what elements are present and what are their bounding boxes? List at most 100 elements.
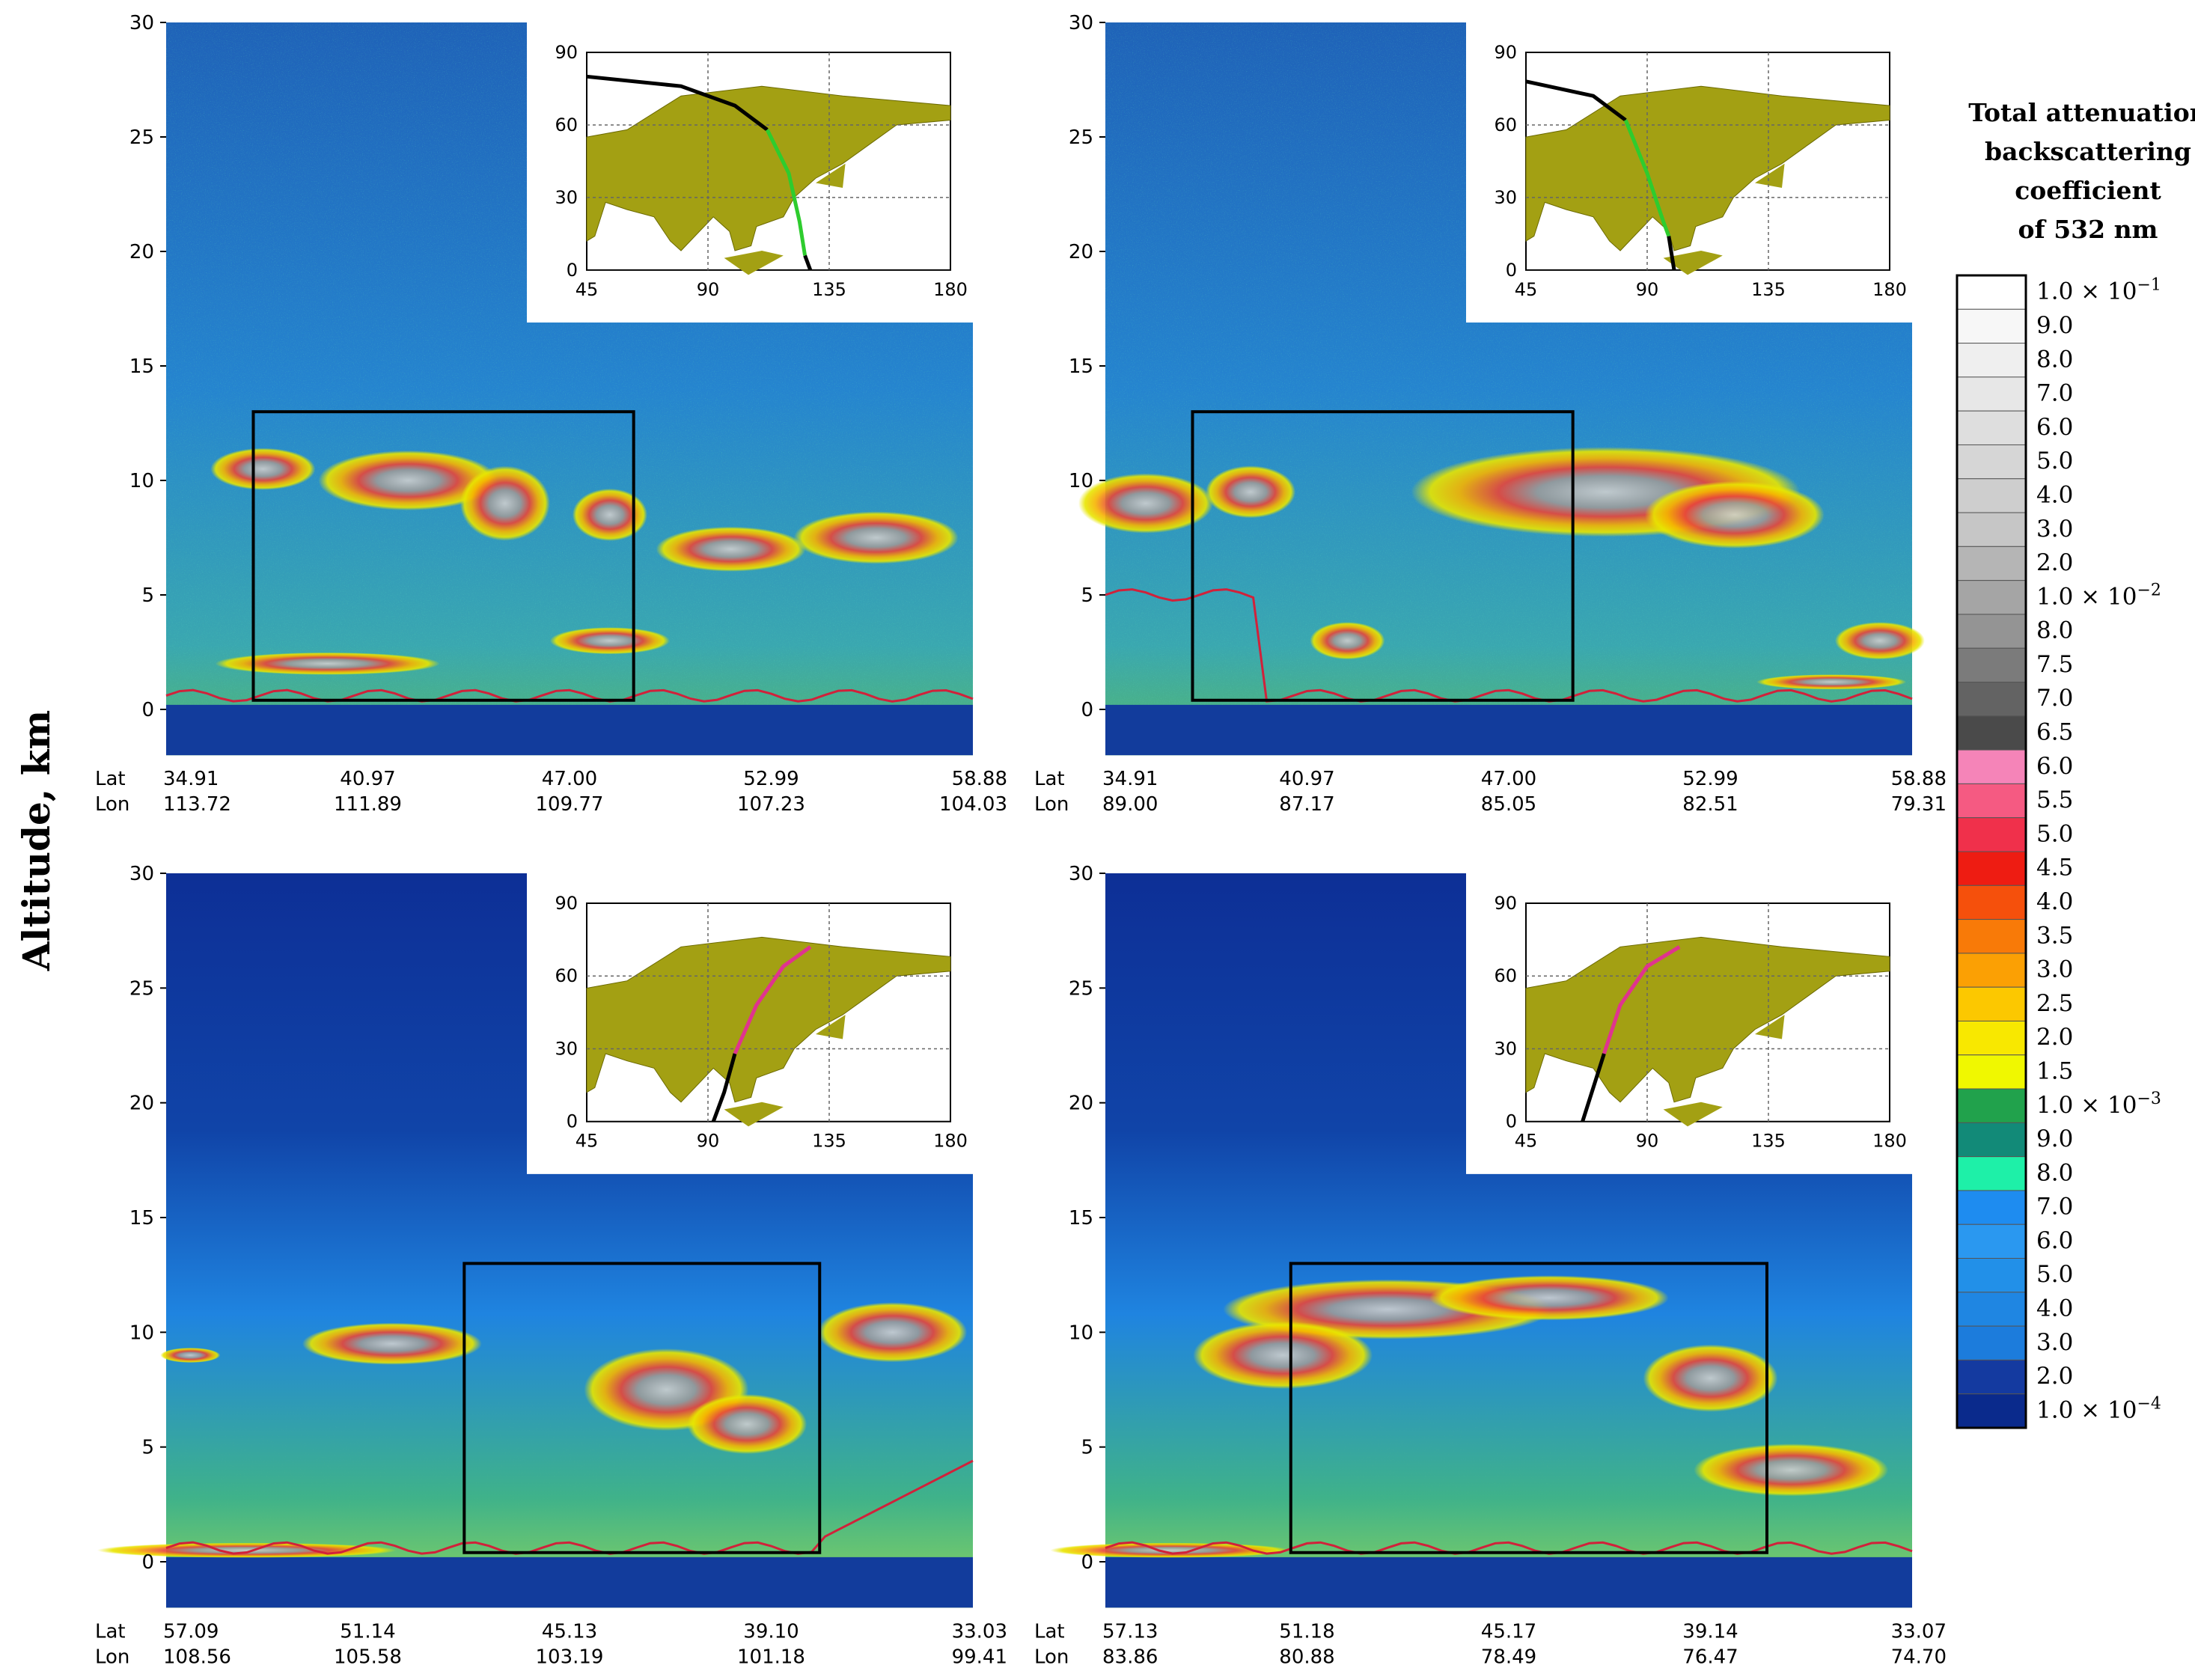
colorbar-level-value: 7.0 [2036, 685, 2073, 712]
panel-bottom-left: 0 5 10 15 20 25 30 Lat Lon 57.09 108.56 51.14 105.58… [95, 863, 1007, 1668]
colorbar-level-label: 5.0 [2036, 1261, 2073, 1288]
satellite-track [1623, 119, 1671, 237]
lon-tick-label: 85.05 [1481, 793, 1536, 816]
surface-line [165, 1459, 974, 1555]
colorbar-level-value: 5.0 [2036, 448, 2073, 474]
inset-x-tick-label: 90 [697, 279, 720, 300]
colorbar-swatch [1956, 376, 2027, 412]
lat-tick-label: 33.07 [1891, 1620, 1947, 1643]
colorbar-level-value: 2.5 [2036, 990, 2073, 1017]
colorbar-level-value: 6.0 [2036, 753, 2073, 780]
indonesia-islands [724, 1102, 784, 1127]
lon-tick-label: 79.31 [1891, 793, 1947, 816]
colorbar-swatch [1956, 682, 2027, 717]
colorbar-swatch [1956, 851, 2027, 886]
colorbar-level-value: 5.0 [2036, 820, 2073, 847]
lat-tick-label: 47.00 [542, 768, 597, 790]
panel-bottom-right: 0 5 10 15 20 25 30 Lat Lon 57.13 83.86 51.18 80.88 45… [1034, 863, 1947, 1668]
colorbar-swatch [1956, 1020, 2027, 1056]
cloud-feature [1643, 1344, 1778, 1412]
satellite-track [803, 254, 813, 271]
colorbar-level-label: 6.0 [2036, 753, 2073, 780]
cloud-feature [656, 526, 806, 572]
colorbar-level-label: 2.0 [2036, 549, 2073, 576]
indonesia-islands [724, 251, 784, 275]
colorbar-level-label: 1.0 × 10−2 [2036, 581, 2161, 610]
colorbar-level-label: 1.5 [2036, 1057, 2073, 1084]
inset-x-tick-label: 180 [1872, 1131, 1907, 1152]
inset-x-tick-label: 90 [1636, 1131, 1659, 1152]
highlight-box [1191, 410, 1575, 702]
lat-tick-label: 52.99 [1682, 768, 1738, 790]
colorbar-swatch [1956, 614, 2027, 649]
y-tick-label: 15 [1069, 355, 1093, 378]
colorbar-level-value: 8.0 [2036, 617, 2073, 644]
lat-tick-label: 33.03 [952, 1620, 1007, 1643]
colorbar-level-label: 5.5 [2036, 786, 2073, 813]
colorbar-level-exponent: −2 [2137, 581, 2161, 599]
lat-tick-label: 51.14 [340, 1620, 395, 1643]
inset-x-tick-label: 180 [933, 279, 968, 300]
inset-x-tick-label: 135 [812, 1131, 846, 1152]
inset-x-tick-label: 135 [812, 279, 846, 300]
y-tick-label: 20 [1069, 241, 1093, 263]
colorbar-level-value: 7.0 [2036, 380, 2073, 407]
inset-y-tick-label: 60 [1494, 965, 1517, 986]
lat-row-label: Lat [1034, 1620, 1065, 1643]
colorbar-swatch [1956, 546, 2027, 581]
y-tick-label: 10 [1069, 470, 1093, 492]
noise-layer-yellow [166, 1401, 973, 1608]
y-tick-label: 0 [141, 699, 154, 721]
lat-tick-label: 58.88 [952, 768, 1007, 790]
colorbar-level-exponent: −3 [2137, 1090, 2161, 1108]
colorbar-level-value: 1.5 [2036, 1057, 2073, 1084]
colorbar-swatch [1956, 512, 2027, 547]
colorbar-swatch [1956, 308, 2027, 344]
colorbar-swatch [1956, 1325, 2027, 1360]
colorbar-level-exponent: −1 [2137, 276, 2161, 295]
colorbar-level-value: 4.0 [2036, 481, 2073, 508]
cloud-feature [1310, 622, 1385, 660]
lon-tick-label: 111.89 [334, 793, 402, 816]
inset-map: 45 90 135 180 0 30 60 90 [1466, 873, 1912, 1174]
colorbar-level-label: 2.0 [2036, 1024, 2073, 1051]
colorbar-swatch [1956, 1258, 2027, 1293]
lon-tick-label: 113.72 [163, 793, 231, 816]
lon-row-label: Lon [1034, 1646, 1069, 1668]
colorbar-swatch [1956, 478, 2027, 513]
y-tick-label: 30 [129, 12, 154, 34]
colorbar-swatch [1956, 410, 2027, 445]
lat-tick-label: 57.13 [1102, 1620, 1158, 1643]
cloud-feature [1694, 1444, 1889, 1497]
colorbar-level-label: 9.0 [2036, 1125, 2073, 1152]
colorbar-level-label: 9.0 [2036, 312, 2073, 339]
y-tick-label: 10 [129, 1322, 154, 1344]
colorbar-level-label: 7.0 [2036, 380, 2073, 407]
colorbar-swatch [1956, 919, 2027, 954]
colorbar-swatch [1956, 275, 2027, 310]
cloud-feature [793, 511, 959, 564]
noise-layer-yellow [1105, 22, 1912, 756]
colorbar-level-exponent: −4 [2137, 1394, 2161, 1413]
inset-x-tick-label: 180 [1872, 279, 1907, 300]
colorbar-level-value: 6.0 [2036, 414, 2073, 441]
cloud-feature [160, 1348, 221, 1363]
y-tick-label: 0 [1081, 699, 1093, 721]
panel-top-right: 0 5 10 15 20 25 30 Lat Lon 34.91 89.00 40.97 87.17 47… [1034, 12, 1947, 816]
surface-line [1105, 588, 1913, 703]
ground-band [1105, 704, 1912, 756]
colorbar-swatch [1956, 1156, 2027, 1191]
colorbar-level-value: 4.0 [2036, 888, 2073, 915]
colorbar-level-value: 7.0 [2036, 1194, 2073, 1221]
lon-row-label: Lon [95, 793, 129, 816]
inset-x-tick-label: 45 [1515, 279, 1538, 300]
colorbar-level-label: 7.0 [2036, 685, 2073, 712]
inset-y-tick-label: 30 [1494, 187, 1517, 208]
inset-y-tick-label: 60 [555, 114, 578, 135]
lat-tick-label: 39.14 [1682, 1620, 1738, 1643]
y-tick-label: 5 [141, 584, 154, 607]
cloud-feature [1193, 1322, 1373, 1389]
indonesia-islands [1663, 251, 1723, 275]
colorbar-level-label: 1.0 × 10−4 [2036, 1394, 2161, 1423]
inset-map: 45 90 135 180 0 30 60 90 [527, 873, 973, 1174]
